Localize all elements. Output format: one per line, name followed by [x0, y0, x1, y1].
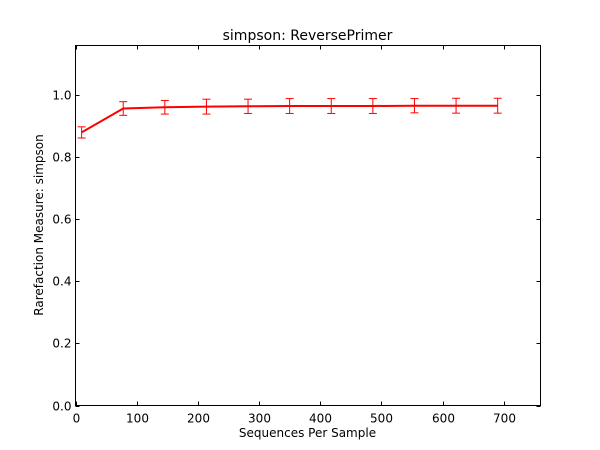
x-tick-label: 500: [370, 412, 393, 426]
y-tick-label: 0.2: [52, 337, 71, 351]
y-tick-label: 0.8: [52, 151, 71, 165]
x-tick-label: 400: [309, 412, 332, 426]
x-tick-label: 100: [126, 412, 149, 426]
x-tick-label: 0: [73, 412, 81, 426]
y-tick-label: 0.4: [52, 275, 71, 289]
y-tick-label: 0.6: [52, 213, 71, 227]
series-group: [77, 97, 502, 139]
plot-frame: [75, 45, 541, 406]
x-tick-label: 700: [493, 412, 516, 426]
y-tick-label: 1.0: [52, 89, 71, 103]
x-tick-label: 300: [248, 412, 271, 426]
x-axis-label: Sequences Per Sample: [239, 426, 376, 440]
y-axis-label: Rarefaction Measure: simpson: [32, 134, 46, 315]
axis-ticks: 0 100 200 300 400 500 600 700 0.0 0.2 0.4 0.6 0.8 1.0: [52, 45, 541, 426]
y-tick-label: 0.0: [52, 400, 71, 414]
chart-title: simpson: ReversePrimer: [223, 28, 393, 44]
x-tick-label: 200: [187, 412, 210, 426]
x-tick-label: 600: [432, 412, 455, 426]
